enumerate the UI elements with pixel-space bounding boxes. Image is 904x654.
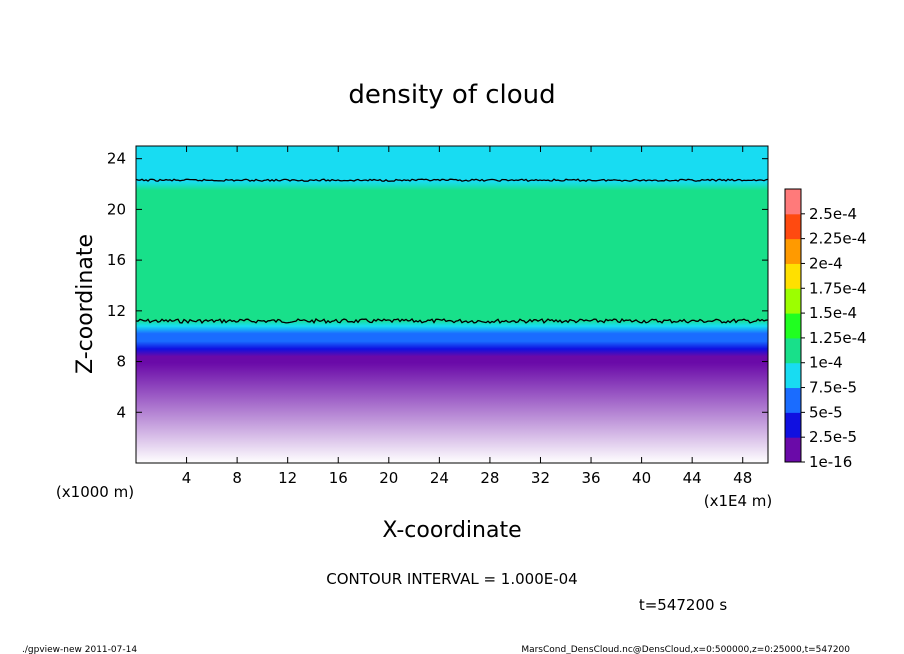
y-tick-label: 24 bbox=[107, 150, 126, 168]
x-axis-label: X-coordinate bbox=[382, 518, 521, 543]
y-tick-label: 16 bbox=[107, 251, 126, 269]
footer-source: MarsCond_DensCloud.nc@DensCloud,x=0:5000… bbox=[521, 645, 850, 654]
colorbar-swatch bbox=[785, 412, 801, 438]
density-field bbox=[136, 146, 768, 463]
x-tick-label: 4 bbox=[182, 469, 192, 487]
plot-frame bbox=[135, 145, 769, 464]
colorbar-swatch bbox=[785, 288, 801, 314]
time-stamp: t=547200 s bbox=[639, 596, 727, 614]
x-tick-label: 32 bbox=[531, 469, 550, 487]
colorbar-label: 2.5e-5 bbox=[809, 428, 857, 446]
colorbar-swatch bbox=[785, 437, 801, 463]
colorbar-label: 7.5e-5 bbox=[809, 379, 857, 397]
colorbar-frame bbox=[784, 188, 802, 463]
x-tick-label: 40 bbox=[632, 469, 651, 487]
colorbar-label: 2e-4 bbox=[809, 254, 843, 272]
colorbar-swatch bbox=[785, 313, 801, 339]
x-tick-label: 16 bbox=[329, 469, 348, 487]
colorbar-label: 5e-5 bbox=[809, 403, 843, 421]
footer-program: ./gpview-new 2011-07-14 bbox=[22, 645, 137, 654]
x-tick-label: 12 bbox=[278, 469, 297, 487]
colorbar: 1e-16 2.5e-5 5e-5 7.5e-5 1e-4 1.25e-4 1.5e-4 1.… bbox=[784, 188, 867, 471]
colorbar-label: 1.5e-4 bbox=[809, 304, 857, 322]
colorbar-swatch bbox=[785, 189, 801, 215]
plot-area bbox=[135, 145, 769, 464]
x-tick-label: 48 bbox=[733, 469, 752, 487]
contour-lines bbox=[135, 178, 769, 325]
colorbar-label: 2.25e-4 bbox=[809, 230, 867, 248]
y-axis-label: Z-coordinate bbox=[73, 234, 98, 374]
contour-interval-note: CONTOUR INTERVAL = 1.000E-04 bbox=[326, 570, 577, 588]
x-tick-label: 44 bbox=[683, 469, 702, 487]
colorbar-swatch bbox=[785, 263, 801, 289]
chart-title: density of cloud bbox=[348, 80, 555, 110]
colorbar-label: 1e-4 bbox=[809, 354, 843, 372]
colorbar-swatch bbox=[785, 362, 801, 389]
y-tick-label: 8 bbox=[116, 353, 126, 371]
colorbar-swatch bbox=[785, 238, 801, 264]
y-tick-label: 4 bbox=[116, 403, 126, 421]
colorbar-swatch bbox=[785, 387, 801, 413]
x-axis-ticks: 4 8 12 16 20 24 28 32 36 40 44 48 bbox=[182, 146, 752, 487]
y-tick-label: 20 bbox=[107, 200, 126, 218]
x-tick-label: 20 bbox=[379, 469, 398, 487]
contour-line bbox=[135, 318, 769, 325]
y-unit-label: (x1000 m) bbox=[56, 483, 134, 501]
colorbar-label: 1.25e-4 bbox=[809, 329, 867, 347]
x-unit-label: (x1E4 m) bbox=[704, 492, 773, 510]
x-tick-label: 8 bbox=[232, 469, 242, 487]
colorbar-label: 1e-16 bbox=[809, 453, 852, 471]
y-axis-ticks: 4 8 12 16 20 24 bbox=[107, 150, 768, 421]
x-tick-label: 28 bbox=[480, 469, 499, 487]
colorbar-label: 1.75e-4 bbox=[809, 279, 867, 297]
colorbar-swatch bbox=[785, 213, 801, 240]
colorbar-label: 2.5e-4 bbox=[809, 205, 857, 223]
x-tick-label: 24 bbox=[430, 469, 449, 487]
x-tick-label: 36 bbox=[581, 469, 600, 487]
contour-line bbox=[135, 178, 769, 182]
colorbar-swatch bbox=[785, 337, 801, 364]
y-tick-label: 12 bbox=[107, 302, 126, 320]
